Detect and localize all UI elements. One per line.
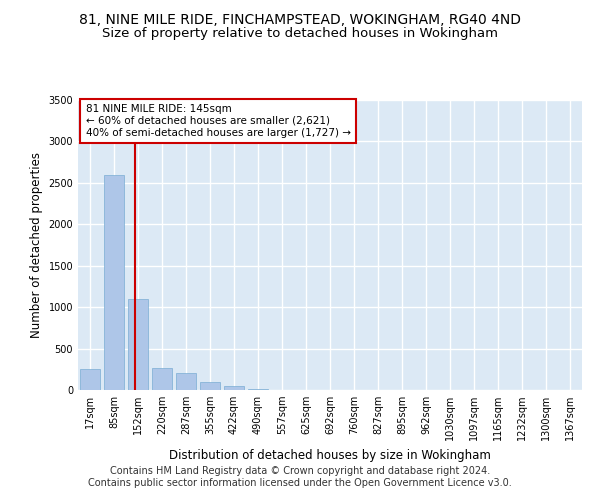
Bar [80,370,100,390]
Bar [128,299,148,390]
X-axis label: Distribution of detached houses by size in Wokingham: Distribution of detached houses by size … [169,448,491,462]
Text: 81, NINE MILE RIDE, FINCHAMPSTEAD, WOKINGHAM, RG40 4ND: 81, NINE MILE RIDE, FINCHAMPSTEAD, WOKIN… [79,12,521,26]
Bar [176,374,196,390]
Y-axis label: Number of detached properties: Number of detached properties [30,152,43,338]
Bar [200,382,220,390]
Text: 81 NINE MILE RIDE: 145sqm
← 60% of detached houses are smaller (2,621)
40% of se: 81 NINE MILE RIDE: 145sqm ← 60% of detac… [86,104,350,138]
Bar [152,368,172,390]
Bar [104,174,124,390]
Bar [248,389,268,390]
Bar [224,386,244,390]
Text: Size of property relative to detached houses in Wokingham: Size of property relative to detached ho… [102,28,498,40]
Text: Contains HM Land Registry data © Crown copyright and database right 2024.
Contai: Contains HM Land Registry data © Crown c… [88,466,512,487]
